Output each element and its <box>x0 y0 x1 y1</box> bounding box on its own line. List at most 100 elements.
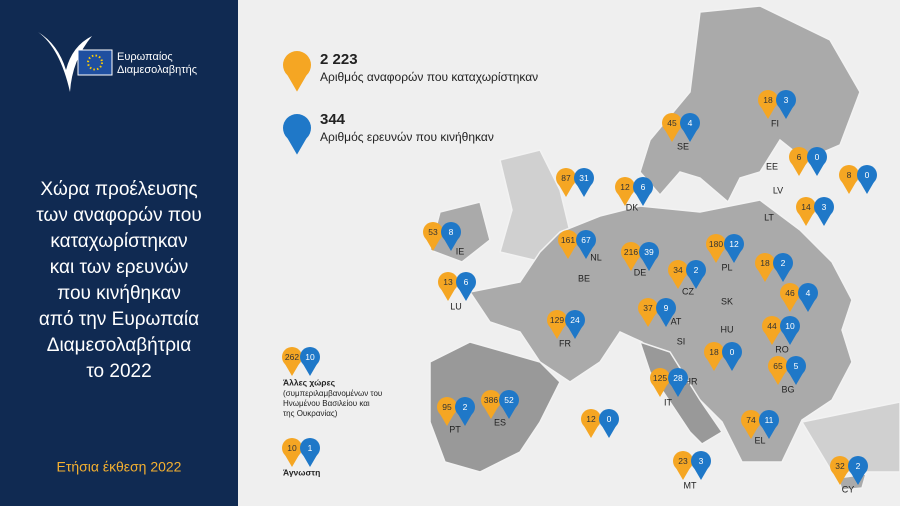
inquiries-pin-value: 31 <box>579 173 589 183</box>
inquiries-pin: 3 <box>776 90 796 119</box>
complaints-pin: 95 <box>437 397 457 426</box>
country-code: SI <box>677 336 686 346</box>
complaints-pin: 10 <box>282 438 302 467</box>
complaints-pin-shape <box>618 194 632 206</box>
inquiries-pin: 28 <box>668 368 688 397</box>
inquiries-pin-circle <box>565 310 585 330</box>
inquiries-pin-circle <box>599 409 619 429</box>
inquiries-pin: 67 <box>576 230 596 259</box>
complaints-pin: 129 <box>547 310 567 339</box>
legend-pin <box>283 114 311 155</box>
complaints-pin-circle <box>704 342 724 362</box>
complaints-pin: 12 <box>581 409 601 438</box>
inquiries-pin-shape <box>801 300 815 312</box>
legend-pin-circle <box>283 51 311 79</box>
complaints-pin-circle <box>558 230 578 250</box>
inquiries-pin: 11 <box>759 410 779 439</box>
complaints-pin-circle <box>706 234 726 254</box>
inquiries-pin-circle <box>773 253 793 273</box>
complaints-pin-shape <box>761 107 775 119</box>
inquiries-pin-circle <box>576 230 596 250</box>
inquiries-pin-circle <box>798 283 818 303</box>
complaints-pin-value: 180 <box>709 239 723 249</box>
complaints-pin-value: 129 <box>550 315 564 325</box>
logo-swoosh <box>38 32 92 92</box>
inquiries-pin-value: 10 <box>785 321 795 331</box>
complaints-pin-shape <box>559 185 573 197</box>
complaints-pin-shape <box>707 359 721 371</box>
title-line: που κινήθηκαν <box>57 283 181 304</box>
inquiries-pin-value: 4 <box>688 118 693 128</box>
complaints-pin-circle <box>755 253 775 273</box>
country-code: DK <box>626 202 639 212</box>
complaints-pin-value: 18 <box>760 258 770 268</box>
inquiries-pin-circle <box>722 342 742 362</box>
complaints-pin: 65 <box>768 356 788 385</box>
complaints-pin-circle <box>423 222 443 242</box>
complaints-pin: 32 <box>830 456 850 485</box>
complaints-pin-circle <box>556 168 576 188</box>
complaints-pin-shape <box>665 130 679 142</box>
complaints-pin-shape <box>792 164 806 176</box>
complaints-pin-value: 18 <box>763 95 773 105</box>
complaints-pin: 18 <box>758 90 778 119</box>
inquiries-pin-circle <box>691 451 711 471</box>
inquiries-pin: 0 <box>722 342 742 371</box>
complaints-pin-value: 10 <box>287 443 297 453</box>
country-code: LU <box>450 301 462 311</box>
complaints-pin-circle <box>662 113 682 133</box>
inquiries-pin-value: 67 <box>581 235 591 245</box>
complaints-pin-circle <box>438 272 458 292</box>
complaints-pin-shape <box>285 364 299 376</box>
inquiries-pin-shape <box>851 473 865 485</box>
complaints-pin-shape <box>671 277 685 289</box>
inquiries-pin: 0 <box>599 409 619 438</box>
inquiries-pin-value: 0 <box>730 347 735 357</box>
inquiries-pin: 2 <box>773 253 793 282</box>
complaints-pin-shape <box>771 373 785 385</box>
complaints-pin-circle <box>762 316 782 336</box>
complaints-pin: 216 <box>621 242 641 271</box>
inquiries-pin-circle <box>300 438 320 458</box>
inquiries-pin: 1 <box>300 438 320 467</box>
inquiries-pin-circle <box>724 234 744 254</box>
title-line: καταχωρίστηκαν <box>50 231 187 252</box>
inquiries-pin-circle <box>857 165 877 185</box>
inquiries-pin-shape <box>810 164 824 176</box>
inquiries-pin-circle <box>499 390 519 410</box>
inquiries-pin-value: 0 <box>815 152 820 162</box>
complaints-pin-circle <box>437 397 457 417</box>
eu-stars <box>87 54 103 71</box>
complaints-pin: 6 <box>789 147 809 176</box>
inquiries-pin-circle <box>848 456 868 476</box>
country-code: FI <box>771 118 779 128</box>
complaints-pin-circle <box>796 197 816 217</box>
inquiries-pin-shape <box>727 251 741 263</box>
complaints-pin-value: 44 <box>767 321 777 331</box>
inquiries-pin: 0 <box>857 165 877 194</box>
inquiries-pin: 6 <box>456 272 476 301</box>
inquiries-pin-shape <box>602 426 616 438</box>
inquiries-pin: 12 <box>724 234 744 263</box>
complaints-pin-circle <box>481 390 501 410</box>
inquiries-pin-circle <box>759 410 779 430</box>
complaints-pin: 180 <box>706 234 726 263</box>
inquiries-pin-circle <box>455 397 475 417</box>
complaints-pin-value: 262 <box>285 352 299 362</box>
inquiries-pin-value: 0 <box>865 170 870 180</box>
title-line: Χώρα προέλευσης <box>40 179 197 200</box>
complaints-pin-value: 12 <box>620 182 630 192</box>
complaints-pin-shape <box>484 407 498 419</box>
country-code: NL <box>590 252 602 262</box>
complaints-pin: 12 <box>615 177 635 206</box>
inquiries-pin-circle <box>807 147 827 167</box>
inquiries-pin-shape <box>671 385 685 397</box>
complaints-pin-shape <box>426 239 440 251</box>
inquiries-pin-circle <box>680 113 700 133</box>
country-code: SE <box>677 141 689 151</box>
inquiries-pin-value: 24 <box>570 315 580 325</box>
inquiries-pin-shape <box>779 107 793 119</box>
legend-pin-shape <box>287 74 307 92</box>
inquiries-pin-shape <box>303 364 317 376</box>
